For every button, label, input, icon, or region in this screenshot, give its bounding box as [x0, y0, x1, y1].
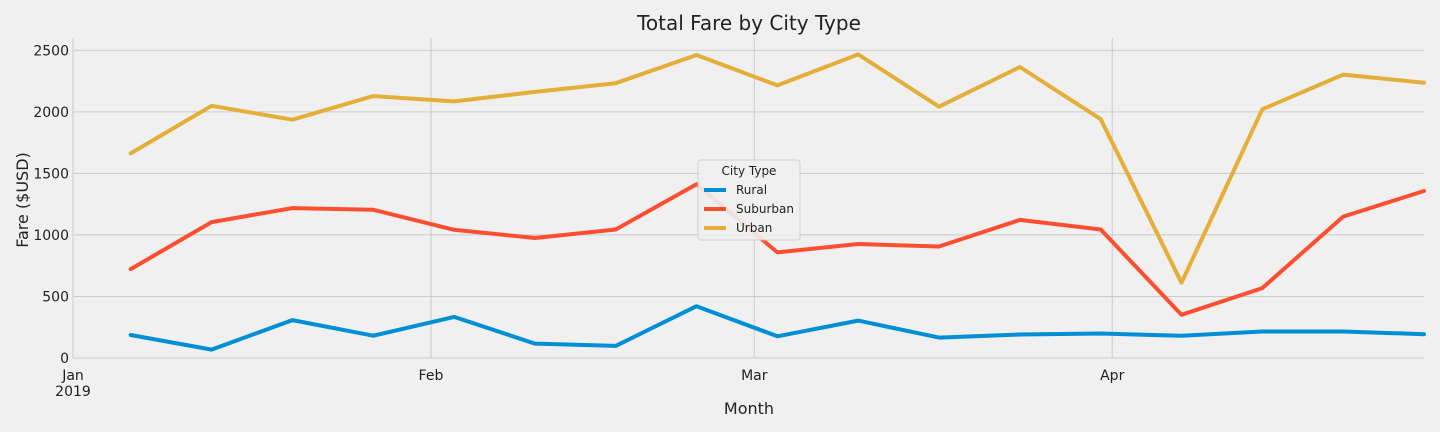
- y-tick-label: 500: [42, 289, 69, 305]
- y-tick-label: 0: [60, 351, 69, 367]
- x-tick-label: Feb: [419, 368, 444, 384]
- x-tick-label: Mar: [741, 368, 768, 384]
- legend-title: City Type: [722, 164, 777, 178]
- x-tick-label: Apr: [1100, 368, 1124, 384]
- y-tick-label: 2000: [33, 105, 69, 121]
- y-tick-label: 1500: [33, 166, 69, 182]
- series-line-urban: [128, 52, 1426, 285]
- series-line-rural: [128, 304, 1426, 352]
- x-tick-label: Jan: [61, 368, 84, 384]
- series-lines: [128, 52, 1426, 352]
- legend-box: [697, 159, 801, 241]
- x-tick-sublabel: 2019: [55, 384, 91, 400]
- series-line-suburban: [128, 182, 1426, 317]
- legend-label-rural: Rural: [736, 183, 767, 197]
- y-axis-ticks: 0 500 1000 1500 2000 2500: [33, 43, 69, 367]
- legend: City Type Rural Suburban Urban: [697, 159, 801, 241]
- y-tick-label: 1000: [33, 228, 69, 244]
- legend-label-suburban: Suburban: [736, 202, 794, 216]
- y-axis-label: Fare ($USD): [13, 152, 32, 248]
- chart-title: Total Fare by City Type: [636, 11, 861, 35]
- y-tick-label: 2500: [33, 43, 69, 59]
- x-axis-label: Month: [724, 399, 774, 418]
- legend-label-urban: Urban: [736, 221, 772, 235]
